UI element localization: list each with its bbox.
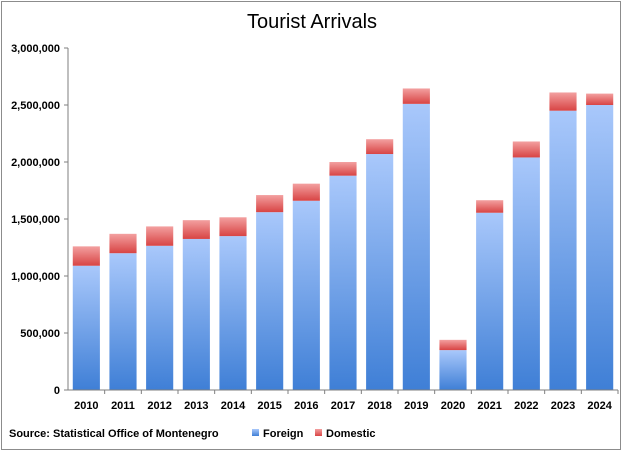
bar-domestic-2022 bbox=[512, 141, 540, 158]
x-tick-label: 2015 bbox=[257, 400, 281, 412]
bar-domestic-2014 bbox=[219, 217, 247, 237]
chart-title: Tourist Arrivals bbox=[247, 11, 377, 33]
bar-domestic-2020 bbox=[439, 339, 467, 351]
bar-domestic-2015 bbox=[256, 195, 284, 213]
bar-foreign-2021 bbox=[476, 212, 504, 390]
y-tick-label: 2,000,000 bbox=[11, 157, 60, 169]
x-tick-label: 2018 bbox=[367, 400, 391, 412]
bar-foreign-2019 bbox=[402, 103, 430, 391]
bar-domestic-2011 bbox=[109, 233, 137, 254]
bars bbox=[72, 88, 614, 391]
legend-label-foreign: Foreign bbox=[263, 428, 304, 440]
x-tick-label: 2021 bbox=[477, 400, 501, 412]
bar-foreign-2015 bbox=[256, 212, 284, 390]
bar-domestic-2010 bbox=[72, 246, 100, 266]
bar-foreign-2012 bbox=[146, 245, 174, 390]
x-tick-label: 2019 bbox=[404, 400, 428, 412]
bar-foreign-2016 bbox=[292, 200, 320, 390]
y-tick-label: 2,500,000 bbox=[11, 100, 60, 112]
x-tick-label: 2022 bbox=[514, 400, 538, 412]
x-tick-label: 2012 bbox=[147, 400, 171, 412]
bar-domestic-2017 bbox=[329, 162, 357, 176]
bar-domestic-2012 bbox=[146, 226, 174, 246]
bar-foreign-2020 bbox=[439, 350, 467, 390]
axes bbox=[67, 48, 618, 391]
bar-domestic-2021 bbox=[476, 200, 504, 213]
y-tick-label: 0 bbox=[54, 385, 60, 397]
bar-foreign-2024 bbox=[586, 105, 614, 390]
bar-foreign-2017 bbox=[329, 175, 357, 390]
bar-domestic-2018 bbox=[366, 139, 394, 155]
bar-domestic-2016 bbox=[292, 183, 320, 201]
x-tick-label: 2013 bbox=[184, 400, 208, 412]
legend-label-domestic: Domestic bbox=[326, 428, 376, 440]
x-tick-label: 2016 bbox=[294, 400, 318, 412]
x-tick-label: 2023 bbox=[551, 400, 575, 412]
source-note: Source: Statistical Office of Montenegro bbox=[9, 428, 219, 440]
x-tick-label: 2017 bbox=[331, 400, 355, 412]
x-tick-label: 2014 bbox=[221, 400, 246, 412]
bar-foreign-2022 bbox=[512, 157, 540, 390]
bar-foreign-2011 bbox=[109, 253, 137, 390]
bar-domestic-2013 bbox=[182, 220, 210, 239]
x-tick-label: 2010 bbox=[74, 400, 98, 412]
x-axis: 2010 2011 2012 2013 2014 2015 2016 2017 2018 2019… bbox=[74, 390, 619, 412]
x-tick-label: 2024 bbox=[587, 400, 612, 412]
bar-foreign-2023 bbox=[549, 110, 577, 390]
y-tick-label: 3,000,000 bbox=[11, 43, 60, 55]
bar-foreign-2013 bbox=[182, 238, 210, 390]
legend-swatch-foreign bbox=[252, 429, 259, 436]
bar-domestic-2023 bbox=[549, 92, 577, 111]
x-tick-label: 2020 bbox=[441, 400, 465, 412]
legend-swatch-domestic bbox=[315, 429, 322, 436]
bar-domestic-2024 bbox=[586, 93, 614, 105]
x-tick-label: 2011 bbox=[111, 400, 135, 412]
bar-domestic-2019 bbox=[402, 88, 430, 104]
y-tick-label: 500,000 bbox=[20, 328, 60, 340]
y-tick-label: 1,000,000 bbox=[11, 271, 60, 283]
y-tick-label: 1,500,000 bbox=[11, 214, 60, 226]
y-axis: 0 500,000 1,000,000 1,500,000 2,000,000 2,500… bbox=[11, 43, 68, 397]
legend: Foreign Domestic bbox=[252, 428, 376, 440]
bar-foreign-2010 bbox=[72, 265, 100, 390]
bar-foreign-2014 bbox=[219, 236, 247, 390]
bar-foreign-2018 bbox=[366, 154, 394, 390]
